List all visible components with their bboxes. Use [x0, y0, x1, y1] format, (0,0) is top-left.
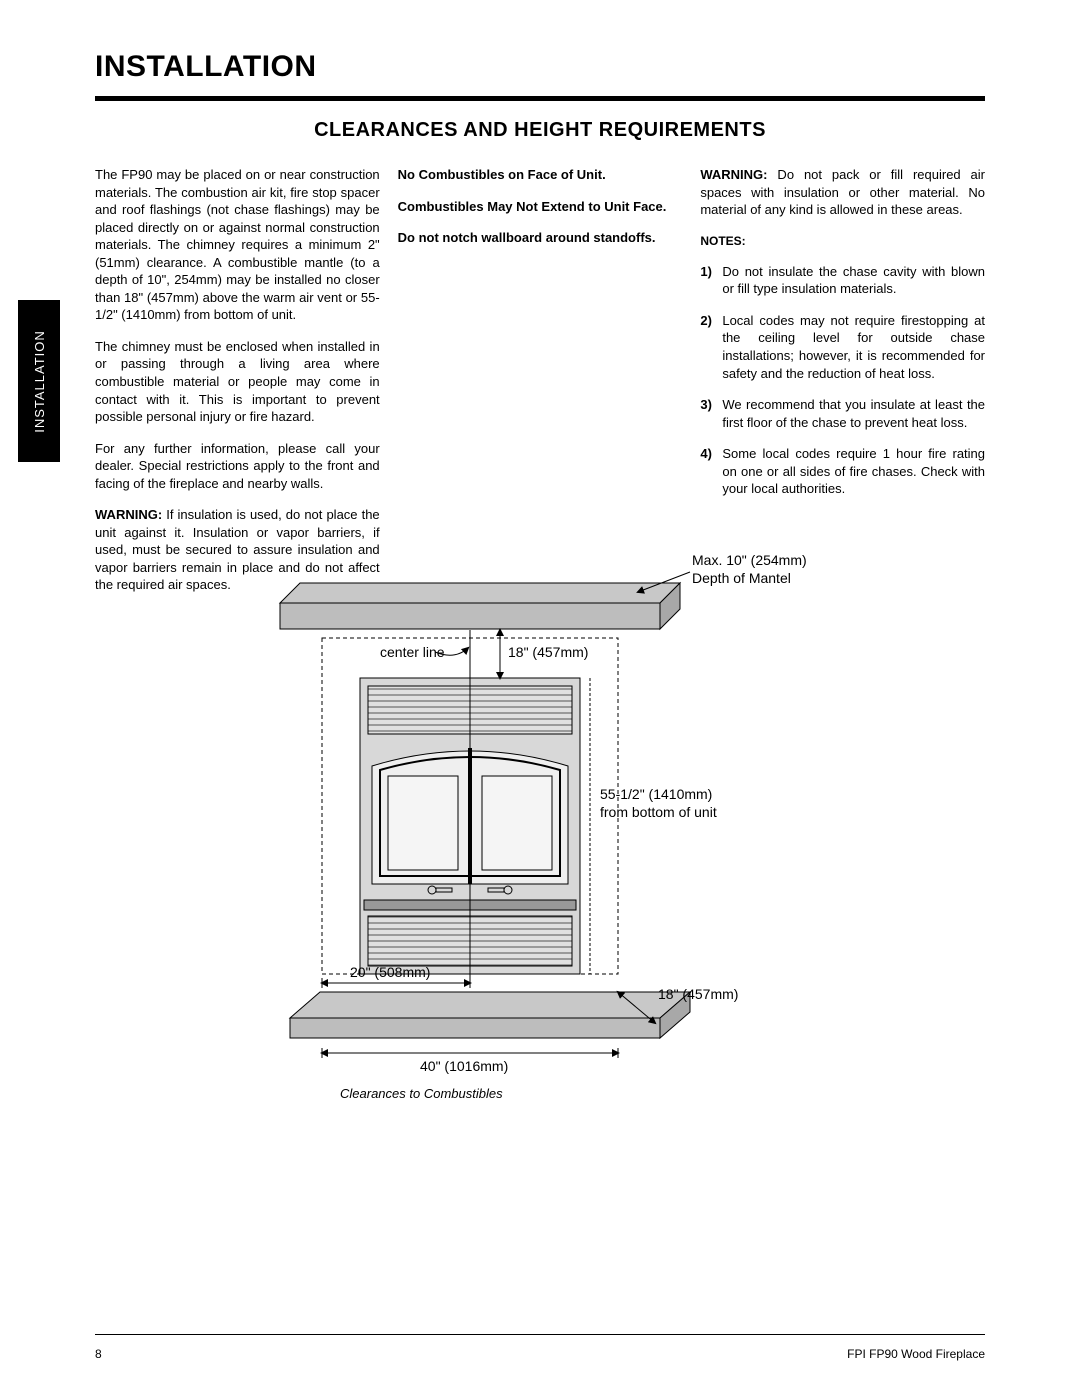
side-tab: INSTALLATION — [18, 300, 60, 462]
label-width-40: 40" (1016mm) — [420, 1058, 508, 1076]
notes-list: 1)Do not insulate the chase cavity with … — [700, 263, 985, 498]
label-from-bottom: 55-1/2" (1410mm) from bottom of unit — [600, 786, 717, 821]
label-height-18: 18" (457mm) — [508, 644, 588, 662]
list-number: 3) — [700, 396, 722, 431]
document-id: FPI FP90 Wood Fireplace — [847, 1347, 985, 1361]
list-item: 2)Local codes may not require firestoppi… — [700, 312, 985, 382]
list-number: 4) — [700, 445, 722, 498]
list-number: 2) — [700, 312, 722, 382]
list-item: 3)We recommend that you insulate at leas… — [700, 396, 985, 431]
bold-statement: No Combustibles on Face of Unit. — [398, 166, 683, 184]
column-1: The FP90 may be placed on or near constr… — [95, 166, 380, 608]
hearth — [290, 992, 690, 1038]
footer-rule — [95, 1334, 985, 1335]
list-text: Do not insulate the chase cavity with bl… — [722, 263, 985, 298]
warning-label: WARNING: — [700, 167, 767, 182]
bold-statement: Combustibles May Not Extend to Unit Face… — [398, 198, 683, 216]
list-item: 4)Some local codes require 1 hour fire r… — [700, 445, 985, 498]
warning-paragraph: WARNING: Do not pack or fill required ai… — [700, 166, 985, 219]
column-3: WARNING: Do not pack or fill required ai… — [700, 166, 985, 608]
bold-statement: Do not notch wallboard around standoffs. — [398, 229, 683, 247]
warning-label: WARNING: — [95, 507, 162, 522]
side-tab-label: INSTALLATION — [32, 330, 47, 433]
body-paragraph: For any further information, please call… — [95, 440, 380, 493]
page-number: 8 — [95, 1347, 102, 1361]
list-text: Local codes may not require firestopping… — [722, 312, 985, 382]
mantel — [280, 583, 680, 629]
list-text: We recommend that you insulate at least … — [722, 396, 985, 431]
label-width-20: 20" (508mm) — [350, 964, 430, 982]
list-item: 1)Do not insulate the chase cavity with … — [700, 263, 985, 298]
label-mantel-depth: Max. 10" (254mm) Depth of Mantel — [692, 552, 807, 587]
label-hearth-18: 18" (457mm) — [658, 986, 738, 1004]
title-rule — [95, 96, 985, 101]
diagram-caption: Clearances to Combustibles — [340, 1086, 503, 1101]
body-paragraph: The chimney must be enclosed when instal… — [95, 338, 380, 426]
list-text: Some local codes require 1 hour fire rat… — [722, 445, 985, 498]
page-title: INSTALLATION — [95, 50, 985, 84]
notes-heading: NOTES: — [700, 233, 985, 249]
section-subtitle: CLEARANCES AND HEIGHT REQUIREMENTS — [95, 119, 985, 142]
label-center-line: center line — [380, 644, 445, 662]
column-2: No Combustibles on Face of Unit. Combust… — [398, 166, 683, 608]
list-number: 1) — [700, 263, 722, 298]
clearance-diagram: Max. 10" (254mm) Depth of Mantel center … — [260, 548, 880, 1078]
body-paragraph: The FP90 may be placed on or near constr… — [95, 166, 380, 324]
